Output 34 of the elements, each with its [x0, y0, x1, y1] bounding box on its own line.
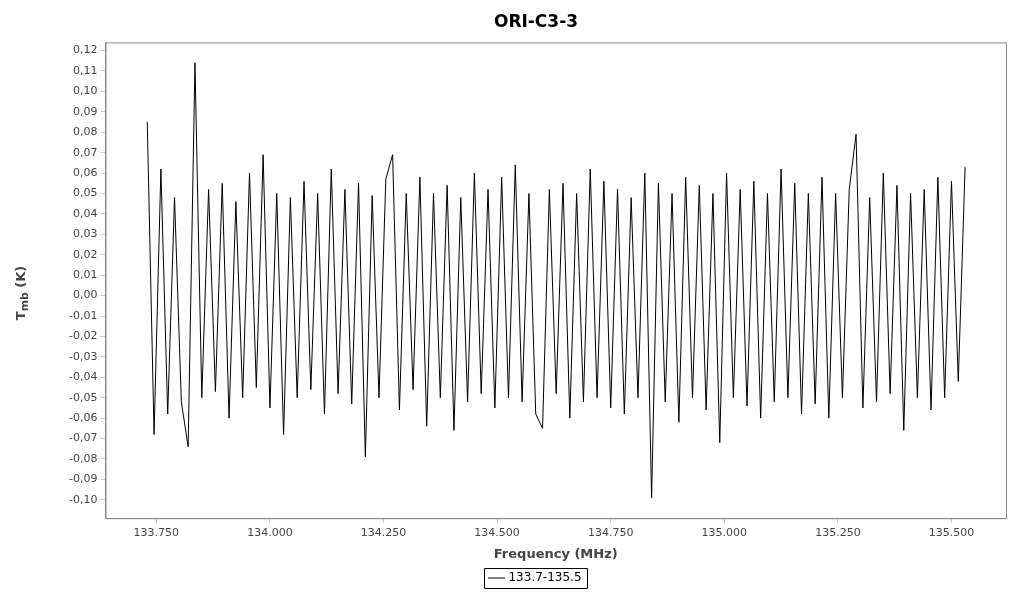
y-tick-label: 0,06 [72, 165, 98, 179]
x-tick-label: 134.750 [587, 525, 634, 539]
y-tick-label: -0,08 [68, 451, 98, 465]
y-tick-label: -0,03 [68, 349, 98, 363]
y-tick-label: 0,02 [72, 247, 98, 261]
y-tick-label: 0,09 [72, 104, 98, 118]
y-tick-label: -0,01 [68, 308, 98, 322]
y-tick-label: 0,05 [72, 186, 98, 200]
x-tick-label: 134.000 [247, 525, 293, 539]
y-tick-label: -0,06 [68, 411, 98, 424]
y-tick-label: -0,07 [68, 431, 98, 445]
y-tick-label: 0,00 [72, 288, 98, 302]
y-tick-label: 0,01 [72, 268, 98, 282]
x-tick-label: 135.000 [701, 525, 748, 539]
x-tick-label: 134.250 [360, 525, 407, 539]
y-tick-label: 0,10 [72, 84, 98, 98]
y-tick-label: -0,09 [68, 472, 98, 486]
y-tick-label: -0,02 [68, 329, 98, 343]
legend-label: 133.7-135.5 [508, 570, 582, 585]
y-tick-label: 0,04 [72, 206, 98, 220]
x-axis-title: Frequency (MHz) [493, 545, 618, 561]
y-tick-label: -0,05 [68, 390, 98, 404]
y-tick-label: 0,12 [72, 43, 98, 57]
x-tick-label: 133.750 [133, 525, 180, 539]
y-tick-label: 0,08 [72, 125, 98, 139]
y-tick-label: 0,03 [72, 227, 98, 241]
y-tick-label: -0,10 [68, 492, 98, 506]
x-tick-label: 134.500 [474, 525, 520, 539]
chart-title: ORI-C3-3 [493, 10, 579, 31]
x-tick-label: 135.250 [815, 525, 861, 539]
y-tick-label: -0,04 [68, 370, 98, 384]
y-tick-label: 0,11 [72, 63, 98, 77]
y-tick-label: 0,07 [72, 145, 98, 159]
x-tick-label: 135.500 [928, 525, 975, 539]
